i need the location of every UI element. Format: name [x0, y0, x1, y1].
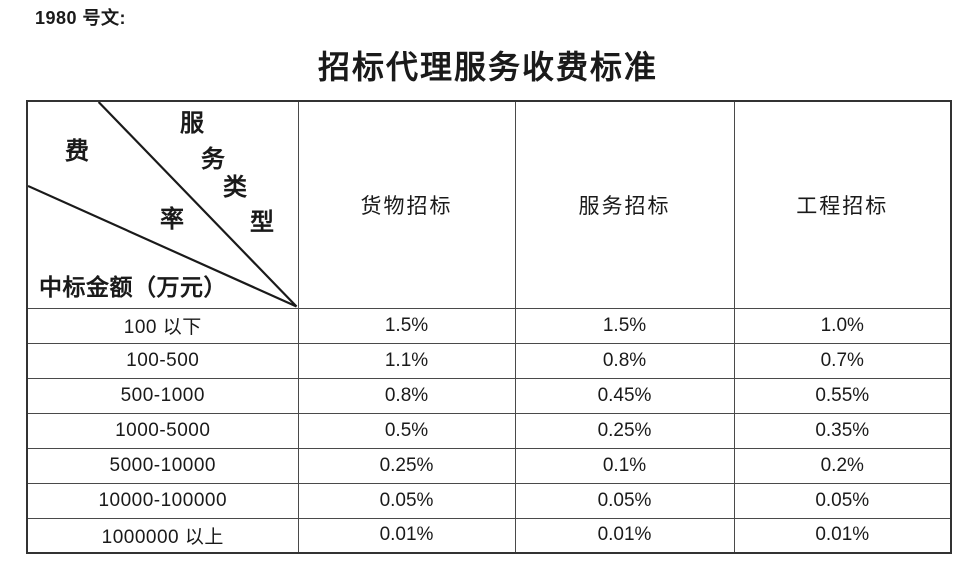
- rate-cell: 0.05%: [733, 482, 952, 519]
- diagonal-divider-lines: [28, 102, 297, 307]
- rate-cell: 0.45%: [514, 377, 735, 414]
- row-label: 1000-5000: [26, 412, 299, 449]
- rate-cell: 1.1%: [297, 342, 516, 379]
- table-row: 10000-100000 0.05% 0.05% 0.05%: [26, 482, 952, 519]
- row-label: 10000-100000: [26, 482, 299, 519]
- header-row: 服 务 类 型 费 率 中标金额（万元） 货物招标 服务招标 工程招标: [26, 100, 952, 309]
- rate-cell: 0.7%: [733, 342, 952, 379]
- row-label: 1000000 以上: [26, 517, 299, 554]
- column-header-goods-tender: 货物招标: [297, 100, 516, 309]
- rate-cell: 0.35%: [733, 412, 952, 449]
- table-row: 100 以下 1.5% 1.5% 1.0%: [26, 307, 952, 344]
- fee-rate-char-1: 费: [65, 139, 89, 165]
- service-type-char-3: 类: [223, 175, 247, 201]
- column-header-service-tender: 服务招标: [514, 100, 735, 309]
- page-title: 招标代理服务收费标准: [317, 49, 658, 85]
- rate-cell: 0.8%: [514, 342, 735, 379]
- diagonal-header-cell: 服 务 类 型 费 率 中标金额（万元）: [26, 100, 299, 309]
- table-row: 500-1000 0.8% 0.45% 0.55%: [26, 377, 952, 414]
- rate-cell: 0.25%: [297, 447, 516, 484]
- row-label: 5000-10000: [26, 447, 299, 484]
- rate-cell: 0.1%: [514, 447, 735, 484]
- row-label: 500-1000: [26, 377, 299, 414]
- column-header-engineering-tender: 工程招标: [733, 100, 952, 309]
- service-type-char-1: 服: [180, 111, 204, 137]
- fee-rate-char-2: 率: [160, 207, 184, 233]
- table-row: 5000-10000 0.25% 0.1% 0.2%: [26, 447, 952, 484]
- rate-cell: 0.55%: [733, 377, 952, 414]
- rate-cell: 1.5%: [297, 307, 516, 344]
- row-label: 100-500: [26, 342, 299, 379]
- diagonal-header-content: 服 务 类 型 费 率 中标金额（万元）: [28, 102, 297, 307]
- rate-cell: 0.05%: [297, 482, 516, 519]
- fee-standard-table: 服 务 类 型 费 率 中标金额（万元） 货物招标 服务招标 工程招标 100 …: [26, 100, 952, 554]
- table-row: 1000000 以上 0.01% 0.01% 0.01%: [26, 517, 952, 554]
- rate-cell: 0.05%: [514, 482, 735, 519]
- service-type-char-4: 型: [250, 210, 274, 236]
- table-row: 1000-5000 0.5% 0.25% 0.35%: [26, 412, 952, 449]
- bid-amount-axis-label: 中标金额（万元）: [39, 274, 227, 300]
- rate-cell: 0.25%: [514, 412, 735, 449]
- rate-cell: 0.8%: [297, 377, 516, 414]
- rate-cell: 1.0%: [733, 307, 952, 344]
- row-label: 100 以下: [26, 307, 299, 344]
- rate-cell: 1.5%: [514, 307, 735, 344]
- rate-cell: 0.01%: [733, 517, 952, 554]
- service-type-char-2: 务: [201, 147, 225, 173]
- document-number: 1980 号文:: [35, 8, 127, 28]
- rate-cell: 0.2%: [733, 447, 952, 484]
- rate-cell: 0.5%: [297, 412, 516, 449]
- table-row: 100-500 1.1% 0.8% 0.7%: [26, 342, 952, 379]
- rate-cell: 0.01%: [514, 517, 735, 554]
- rate-cell: 0.01%: [297, 517, 516, 554]
